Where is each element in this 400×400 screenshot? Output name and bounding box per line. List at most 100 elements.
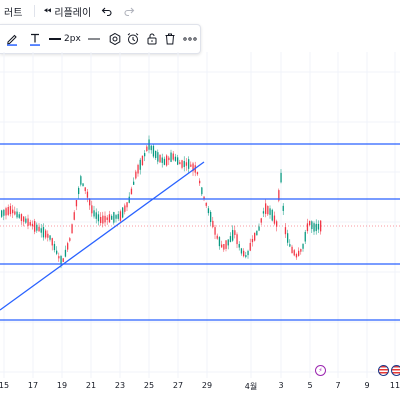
candle-body bbox=[113, 212, 115, 223]
candle-body bbox=[47, 233, 49, 238]
candle-body bbox=[273, 215, 276, 224]
time-axis[interactable]: 15 17 19 21 23 25 27 29 4월 3 5 7 9 11 bbox=[0, 378, 400, 400]
x-tick-label: 27 bbox=[172, 381, 184, 390]
candle-body bbox=[1, 210, 3, 217]
candle-body bbox=[207, 208, 210, 214]
candle-body bbox=[306, 223, 309, 232]
lightning-event-icon[interactable]: ⚡︎ bbox=[315, 365, 326, 376]
line-width-button[interactable]: 2px bbox=[48, 25, 81, 53]
candle-body bbox=[174, 156, 177, 161]
candle-body bbox=[95, 212, 97, 219]
trend-line[interactable] bbox=[0, 161, 205, 311]
candle-body bbox=[135, 171, 137, 179]
candle-body bbox=[146, 146, 148, 152]
candle-body bbox=[12, 209, 14, 214]
candle-body bbox=[188, 159, 190, 169]
candle-body bbox=[115, 215, 117, 219]
candle-body bbox=[49, 235, 51, 240]
candle-body bbox=[67, 243, 69, 250]
candle-body bbox=[232, 229, 234, 241]
candle-body bbox=[60, 256, 62, 264]
candle-body bbox=[168, 157, 170, 161]
trash-icon bbox=[165, 33, 175, 45]
line-color-button[interactable] bbox=[0, 25, 24, 53]
candle-body bbox=[130, 188, 133, 195]
lock-button[interactable] bbox=[143, 25, 162, 53]
economic-event-flag-icon-2[interactable] bbox=[391, 365, 400, 376]
candle-body bbox=[152, 145, 155, 157]
candle-body bbox=[298, 250, 300, 256]
candle-body bbox=[221, 244, 223, 248]
candle-body bbox=[23, 216, 25, 222]
candle-body bbox=[256, 230, 258, 236]
candle-body bbox=[80, 176, 82, 185]
candle-body bbox=[179, 162, 181, 165]
candle-body bbox=[185, 162, 188, 166]
candle-body bbox=[245, 255, 247, 258]
candle-body bbox=[172, 153, 174, 160]
x-tick-label: 15 bbox=[0, 381, 10, 390]
candle-body bbox=[7, 207, 9, 215]
candle-body bbox=[157, 152, 159, 162]
line-style-button[interactable] bbox=[82, 25, 106, 53]
candle-body bbox=[223, 244, 225, 250]
delete-button[interactable] bbox=[161, 25, 180, 53]
candle-body bbox=[210, 211, 212, 223]
candlestick-series bbox=[1, 135, 322, 269]
candle-body bbox=[309, 220, 311, 226]
candle-body bbox=[93, 210, 95, 217]
undo-icon bbox=[101, 7, 112, 17]
candle-body bbox=[269, 208, 271, 215]
replay-label: 리플레이 bbox=[54, 7, 92, 19]
undo-button[interactable] bbox=[101, 5, 113, 17]
candle-body bbox=[137, 164, 139, 174]
candle-body bbox=[159, 154, 161, 163]
x-tick-label: 21 bbox=[85, 381, 97, 390]
replay-button[interactable]: ⏪︎ 리플레이 bbox=[43, 4, 91, 19]
candle-body bbox=[108, 214, 111, 223]
candle-body bbox=[14, 211, 16, 215]
candle-body bbox=[317, 223, 320, 230]
candle-body bbox=[122, 207, 124, 218]
candle-body bbox=[311, 221, 313, 230]
redo-button[interactable] bbox=[123, 5, 135, 17]
candle-body bbox=[225, 240, 227, 249]
candle-body bbox=[313, 223, 315, 232]
settings-button[interactable] bbox=[106, 25, 125, 53]
candle-body bbox=[181, 160, 183, 168]
chart-tab-fragment[interactable]: 러트 bbox=[4, 4, 22, 19]
candle-body bbox=[278, 190, 280, 201]
candle-body bbox=[265, 203, 267, 214]
candle-body bbox=[214, 227, 216, 235]
candle-body bbox=[243, 250, 245, 257]
toolbar-divider bbox=[34, 5, 36, 17]
candle-body bbox=[62, 258, 64, 262]
candle-body bbox=[36, 224, 38, 231]
candle-body bbox=[56, 250, 58, 254]
more-button[interactable] bbox=[180, 25, 200, 53]
candle-body bbox=[104, 215, 106, 223]
candle-body bbox=[16, 211, 18, 218]
x-tick-label: 7 bbox=[335, 381, 341, 390]
x-tick-label: 25 bbox=[143, 381, 155, 390]
economic-event-flag-icon[interactable] bbox=[378, 365, 389, 376]
candle-body bbox=[124, 205, 126, 212]
candle-body bbox=[139, 159, 141, 170]
candle-body bbox=[271, 209, 273, 221]
candle-body bbox=[100, 217, 102, 223]
candle-body bbox=[183, 161, 185, 167]
candle-body bbox=[199, 180, 201, 184]
candle-body bbox=[295, 254, 298, 258]
alert-button[interactable] bbox=[124, 25, 143, 53]
text-color-button[interactable] bbox=[24, 25, 46, 53]
drawings-layer[interactable] bbox=[0, 143, 400, 321]
candle-body bbox=[247, 250, 249, 256]
candle-body bbox=[251, 238, 254, 243]
candle-body bbox=[31, 223, 34, 227]
candle-body bbox=[25, 218, 27, 223]
lock-icon bbox=[147, 33, 157, 45]
candle-body bbox=[240, 248, 243, 254]
line-width-label: 2px bbox=[64, 34, 81, 44]
price-chart[interactable] bbox=[0, 52, 400, 380]
chart-grid bbox=[0, 52, 400, 380]
